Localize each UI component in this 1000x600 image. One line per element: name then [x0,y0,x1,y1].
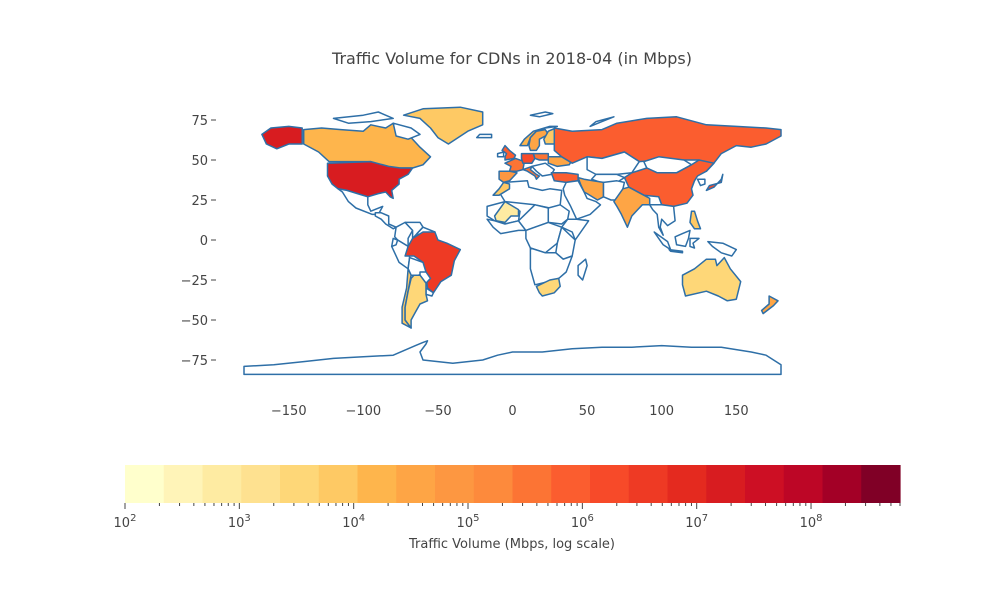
country-iceland[interactable] [475,133,493,139]
country-alaska[interactable] [261,125,303,150]
x-tick-label: −150 [271,404,307,419]
country-borneo[interactable] [674,229,691,248]
colorbar-tick-label: 102 [114,513,137,531]
country-sulawesi[interactable] [689,237,700,249]
colorbar-tick-label: 104 [342,513,365,531]
map-layer[interactable] [243,106,782,376]
country-java[interactable] [668,248,684,254]
x-tick-label: 50 [579,404,596,419]
colorbar-step [435,465,475,503]
country-uk[interactable] [501,144,517,161]
y-tick-label: −75 [181,354,208,369]
colorbar-tick-label: 105 [457,513,480,531]
country-south-africa[interactable] [535,277,561,297]
y-tick-label: 0 [200,234,208,249]
colorbar-step [822,465,862,503]
country-philippines[interactable] [689,210,702,230]
y-tick-label: 75 [191,114,208,129]
country-korea[interactable] [696,178,706,187]
y-tick-label: −50 [181,314,208,329]
y-tick-label: −25 [181,274,208,289]
country-germany[interactable] [520,152,536,164]
x-tick-label: 0 [508,404,516,419]
country-india[interactable] [613,186,651,228]
colorbar-step [396,465,436,503]
country-ireland[interactable] [496,151,505,158]
colorbar-step [551,465,591,503]
colorbar-step [163,465,204,503]
x-tick-label: 150 [724,404,749,419]
colorbar-step [745,465,785,503]
colorbar-tick-label: 107 [685,513,708,531]
country-se-asia[interactable] [648,204,676,236]
colorbar-step [706,465,746,503]
country-italy[interactable] [522,165,541,180]
x-tick-label: −50 [424,404,451,419]
country-new-guinea[interactable] [707,240,738,257]
y-tick-label: 25 [191,194,208,209]
x-tick-label: −100 [345,404,381,419]
country-mexico[interactable] [337,188,384,216]
colorbar-step [473,465,514,503]
country-australia[interactable] [681,256,742,302]
colorbar-step [241,465,281,503]
y-tick-label: 50 [191,154,208,169]
colorbar-step [125,465,165,503]
axes-layer: −150 −100 −50 0 50 100 150 75 50 25 0 −25 −50 −75 [181,114,749,419]
country-arctic-isles[interactable] [332,111,394,124]
colorbar-step [357,465,397,503]
country-morocco[interactable] [492,181,511,196]
colorbar-step [861,465,901,503]
colorbar-step [590,465,630,503]
country-southern-africa[interactable] [529,247,573,286]
country-svalbard[interactable] [529,111,554,118]
colorbar-step [280,465,320,503]
country-sweden[interactable] [528,128,550,152]
country-argentina[interactable] [404,274,429,329]
country-spain[interactable] [498,170,518,184]
country-central-america[interactable] [374,212,397,230]
country-madagascar[interactable] [577,258,588,281]
colorbar-step [512,465,552,503]
colorbar-tick-label: 103 [228,513,251,531]
colorbar-step [783,465,824,503]
country-greenland[interactable] [402,106,484,145]
country-china[interactable] [623,159,715,208]
colorbar-title: Traffic Volume (Mbps, log scale) [408,537,615,552]
chart-title: Traffic Volume for CDNs in 2018-04 (in M… [331,49,692,68]
country-poland[interactable] [532,152,550,161]
country-ecuador[interactable] [390,237,399,248]
country-baffin[interactable] [392,122,421,140]
colorbar-step [628,465,669,503]
country-france[interactable] [504,157,526,172]
country-new-zealand[interactable] [760,295,779,315]
country-novaya-zemlya[interactable] [589,116,615,128]
x-tick-label: 100 [649,404,674,419]
country-middle-east[interactable] [562,180,602,220]
colorbar-step [202,465,242,503]
colorbar-step [318,465,359,503]
country-japan[interactable] [705,173,724,192]
country-north-africa[interactable] [498,180,563,209]
colorbar-step [667,465,707,503]
country-sumatra[interactable] [653,231,672,251]
country-antarctica[interactable] [243,340,782,376]
colorbar: 102 103 104 105 106 107 108 [114,465,901,531]
colorbar-tick-label: 106 [571,513,594,531]
country-brazil[interactable] [404,231,462,294]
colorbar-tick-label: 108 [800,513,823,531]
